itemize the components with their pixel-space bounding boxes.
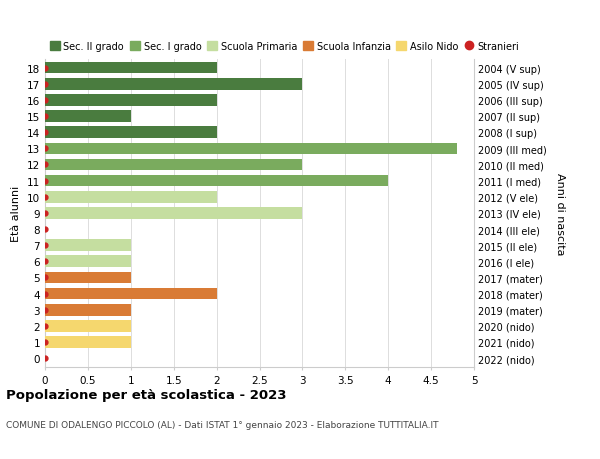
Bar [45, 175, 388, 187]
Bar [45, 127, 217, 139]
Legend: Sec. II grado, Sec. I grado, Scuola Primaria, Scuola Infanzia, Asilo Nido, Stran: Sec. II grado, Sec. I grado, Scuola Prim… [50, 42, 520, 52]
Bar [45, 143, 457, 155]
Bar [45, 63, 217, 74]
Bar [45, 240, 131, 252]
Bar [45, 111, 131, 123]
Bar [45, 320, 131, 332]
Bar [45, 272, 131, 284]
Bar [45, 256, 131, 268]
Bar [45, 191, 217, 203]
Bar [45, 95, 217, 106]
Bar [45, 288, 217, 300]
Bar [45, 207, 302, 219]
Y-axis label: Età alunni: Età alunni [11, 185, 22, 241]
Bar [45, 159, 302, 171]
Text: Popolazione per età scolastica - 2023: Popolazione per età scolastica - 2023 [6, 388, 287, 401]
Bar [45, 304, 131, 316]
Text: COMUNE DI ODALENGO PICCOLO (AL) - Dati ISTAT 1° gennaio 2023 - Elaborazione TUTT: COMUNE DI ODALENGO PICCOLO (AL) - Dati I… [6, 420, 439, 429]
Bar [45, 79, 302, 90]
Y-axis label: Anni di nascita: Anni di nascita [555, 172, 565, 255]
Bar [45, 336, 131, 348]
